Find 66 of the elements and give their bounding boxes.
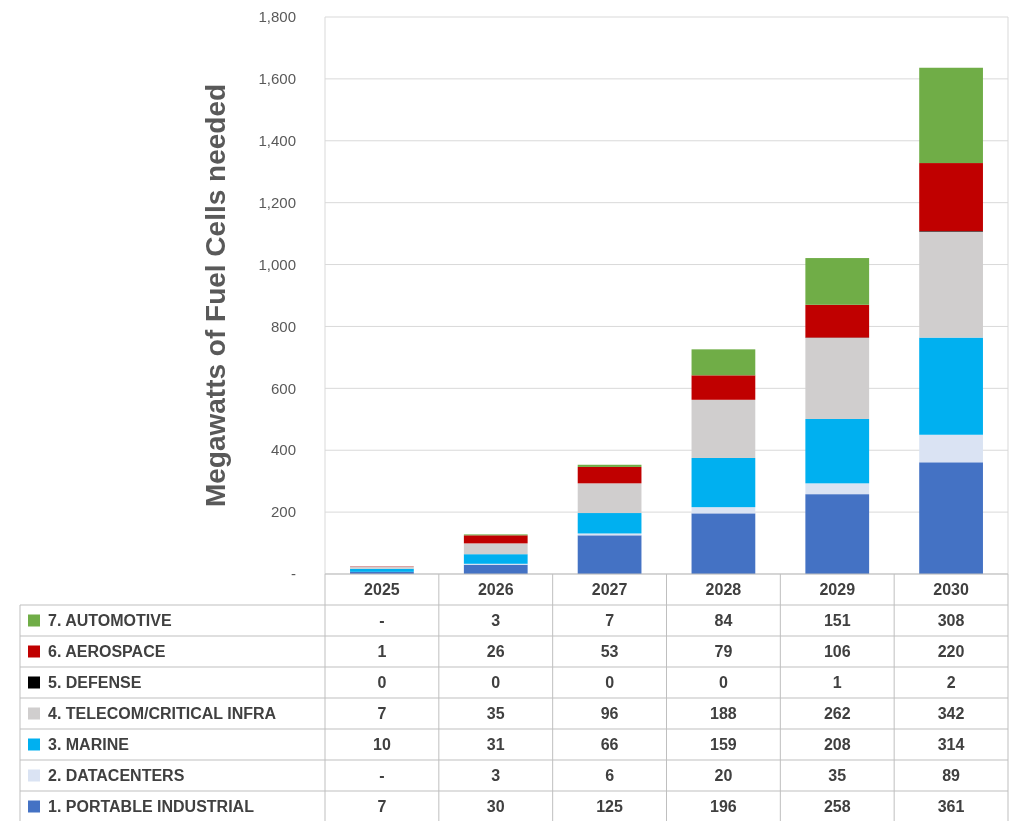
data-label: 220 xyxy=(937,643,965,661)
data-label: 3 xyxy=(491,612,501,630)
data-label: 3 xyxy=(491,767,501,785)
data-label: 96 xyxy=(600,705,619,723)
data-label: 342 xyxy=(937,705,965,723)
legend-label: 3. MARINE xyxy=(48,736,130,754)
y-tick-label: 1,000 xyxy=(258,255,296,273)
y-tick-label: 200 xyxy=(270,503,296,521)
y-tick-label: 1,600 xyxy=(258,70,296,88)
x-tick-label: 2029 xyxy=(819,581,856,599)
data-label: 2 xyxy=(946,674,956,692)
x-tick-label: 2025 xyxy=(364,581,400,599)
data-label: 125 xyxy=(596,798,624,816)
data-label: 30 xyxy=(486,798,505,816)
y-tick-label: 1,800 xyxy=(258,8,296,26)
legend-label: 6. AEROSPACE xyxy=(48,643,166,661)
data-label: 26 xyxy=(486,643,505,661)
data-label: 258 xyxy=(823,798,851,816)
data-label: 7 xyxy=(605,612,615,630)
y-tick-label: 1,200 xyxy=(258,193,296,211)
data-label: 84 xyxy=(714,612,733,630)
x-tick-label: 2028 xyxy=(705,581,742,599)
data-label: 0 xyxy=(377,674,387,692)
y-tick-label: 600 xyxy=(270,379,296,397)
legend-label: 4. TELECOM/CRITICAL INFRA xyxy=(48,705,277,723)
data-label: 0 xyxy=(718,674,728,692)
x-tick-label: 2026 xyxy=(477,581,514,599)
data-label: 31 xyxy=(486,736,505,754)
legend-label: 1. PORTABLE INDUSTRIAL xyxy=(48,798,255,816)
data-label: 361 xyxy=(937,798,965,816)
legend-label: 2. DATACENTERS xyxy=(48,767,185,785)
data-label: 6 xyxy=(605,767,615,785)
legend-label: 5. DEFENSE xyxy=(48,674,142,692)
legend-label: 7. AUTOMOTIVE xyxy=(48,612,172,630)
data-label: 262 xyxy=(823,705,851,723)
data-label: 0 xyxy=(605,674,615,692)
y-axis-title: Megawatts of Fuel Cells needed xyxy=(200,83,231,508)
data-label: 35 xyxy=(486,705,505,723)
data-label: 20 xyxy=(714,767,733,785)
data-label: 89 xyxy=(942,767,961,785)
x-tick-label: 2027 xyxy=(591,581,628,599)
data-label: 208 xyxy=(823,736,851,754)
data-label: 1 xyxy=(832,674,842,692)
data-label: 53 xyxy=(600,643,619,661)
data-label: 1 xyxy=(377,643,387,661)
data-label: 314 xyxy=(937,736,965,754)
data-label: 7 xyxy=(377,705,387,723)
data-label: 308 xyxy=(937,612,965,630)
y-tick-label: 800 xyxy=(270,317,296,335)
x-tick-label: 2030 xyxy=(933,581,969,599)
data-label: 35 xyxy=(828,767,847,785)
data-label: 66 xyxy=(600,736,619,754)
data-label: 188 xyxy=(710,705,737,723)
data-label: - xyxy=(379,767,385,785)
data-label: - xyxy=(379,612,385,630)
data-label: 10 xyxy=(373,736,391,754)
data-label: 159 xyxy=(710,736,737,754)
data-label: 106 xyxy=(823,643,851,661)
y-tick-label: 400 xyxy=(270,441,296,459)
y-tick-label: 1,400 xyxy=(258,132,296,150)
data-label: 151 xyxy=(823,612,851,630)
data-label: 0 xyxy=(491,674,501,692)
data-label: 79 xyxy=(714,643,733,661)
y-tick-label: - xyxy=(291,565,296,583)
data-label: 196 xyxy=(710,798,737,816)
data-label: 7 xyxy=(377,798,387,816)
